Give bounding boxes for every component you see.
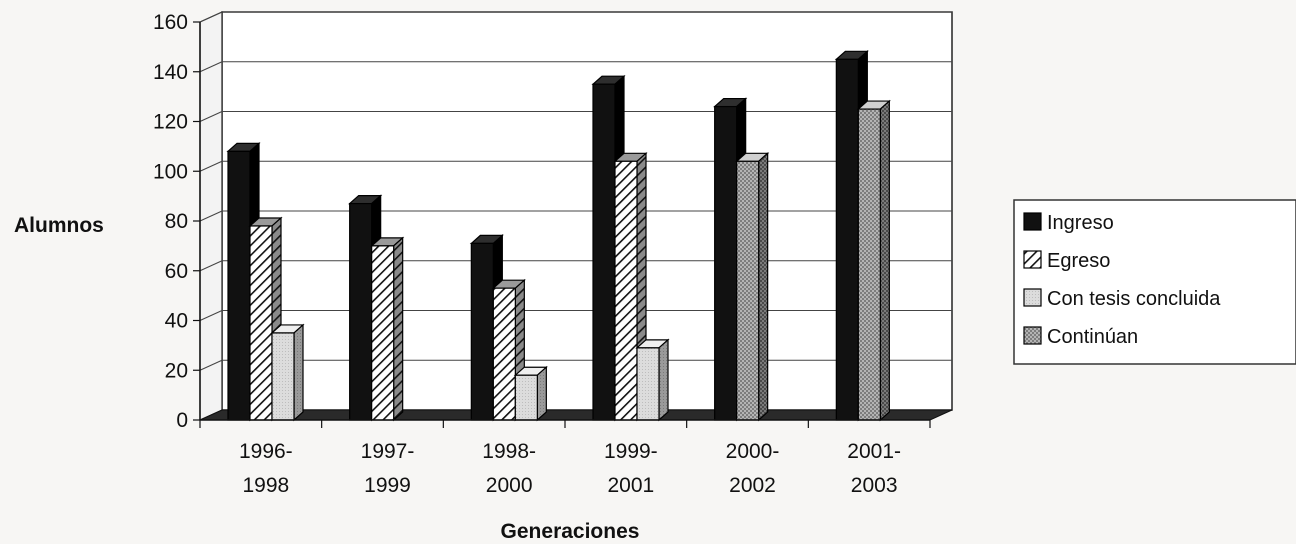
legend-box <box>1013 199 1296 365</box>
x-tick-label: 1997- <box>361 440 415 463</box>
y-tick-label: 140 <box>153 61 188 84</box>
y-tick-label: 160 <box>153 11 188 34</box>
y-tick-label: 0 <box>176 409 188 432</box>
bar-side <box>879 99 890 422</box>
legend-swatch <box>1023 326 1042 345</box>
y-tick-label: 20 <box>165 359 188 382</box>
x-axis-title: Generaciones <box>501 520 640 543</box>
x-tick-label: 2001- <box>847 440 901 463</box>
y-tick-label: 100 <box>153 160 188 183</box>
bar-con-tesis-concluida <box>270 323 305 422</box>
bar-egreso <box>370 236 405 422</box>
y-tick-label: 120 <box>153 111 188 134</box>
x-tick-label: 1998- <box>482 440 536 463</box>
y-tick-label: 40 <box>165 310 188 333</box>
bar-continúan <box>856 99 891 422</box>
legend-label: Continúan <box>1047 326 1138 348</box>
x-tick-label: 2000 <box>486 474 533 497</box>
bar-front <box>835 58 859 421</box>
legend: Ingreso Egreso Con tesis concluida Continúa… <box>1013 199 1296 365</box>
gridline-side <box>199 359 223 371</box>
x-tick-label: 1998 <box>242 474 289 497</box>
x-tick-label: 2001 <box>607 474 654 497</box>
bar-side <box>536 365 547 422</box>
plot-area <box>199 11 953 421</box>
bar-front <box>614 160 638 421</box>
bar-side <box>393 236 404 422</box>
bar-front <box>271 332 295 421</box>
bar-front <box>592 83 616 421</box>
bar-side <box>758 151 769 422</box>
y-tick-label: 80 <box>165 210 188 233</box>
bar-side <box>293 323 304 422</box>
x-tick-label: 2000- <box>726 440 780 463</box>
legend-swatch <box>1023 212 1042 231</box>
x-tick-label: 2002 <box>729 474 776 497</box>
legend-swatch <box>1023 250 1042 269</box>
x-tick-label: 1999- <box>604 440 658 463</box>
bar-front <box>470 242 494 421</box>
bar-front <box>857 108 881 421</box>
bar-front <box>514 374 538 421</box>
y-axis-title: Alumnos <box>14 214 104 237</box>
gridline-side <box>199 210 223 222</box>
gridline-side <box>199 160 223 172</box>
gridline-side <box>199 111 223 122</box>
bar-egreso <box>491 278 526 422</box>
bar-front <box>636 347 660 421</box>
bars <box>226 49 891 422</box>
axes: 1996- 1998 1997- 1999 1998- 2000 1999- 2001 2000… <box>153 11 931 497</box>
bar-side <box>658 338 669 422</box>
y-tick-label: 60 <box>165 260 188 283</box>
bar-front <box>249 225 273 421</box>
x-tick-label: 2003 <box>851 474 898 497</box>
legend-swatch <box>1023 288 1042 307</box>
x-tick-label: 1996- <box>239 440 293 463</box>
gridline-side <box>199 260 223 272</box>
bar-front <box>371 245 395 421</box>
bar-con-tesis-concluida <box>635 338 670 422</box>
x-tick-label: 1999 <box>364 474 411 497</box>
bar-front <box>714 105 738 421</box>
legend-label: Egreso <box>1047 250 1110 272</box>
bar-continúan <box>735 151 770 422</box>
legend-label: Con tesis concluida <box>1047 288 1221 310</box>
bar-front <box>227 150 251 421</box>
legend-label: Ingreso <box>1047 212 1114 234</box>
bar-con-tesis-concluida <box>513 365 548 422</box>
gridline-side <box>199 11 223 23</box>
bar-front <box>349 202 373 421</box>
bar-front <box>492 287 516 421</box>
gridline-side <box>199 310 223 321</box>
bar-front <box>736 160 760 421</box>
gridline-side <box>199 61 223 73</box>
